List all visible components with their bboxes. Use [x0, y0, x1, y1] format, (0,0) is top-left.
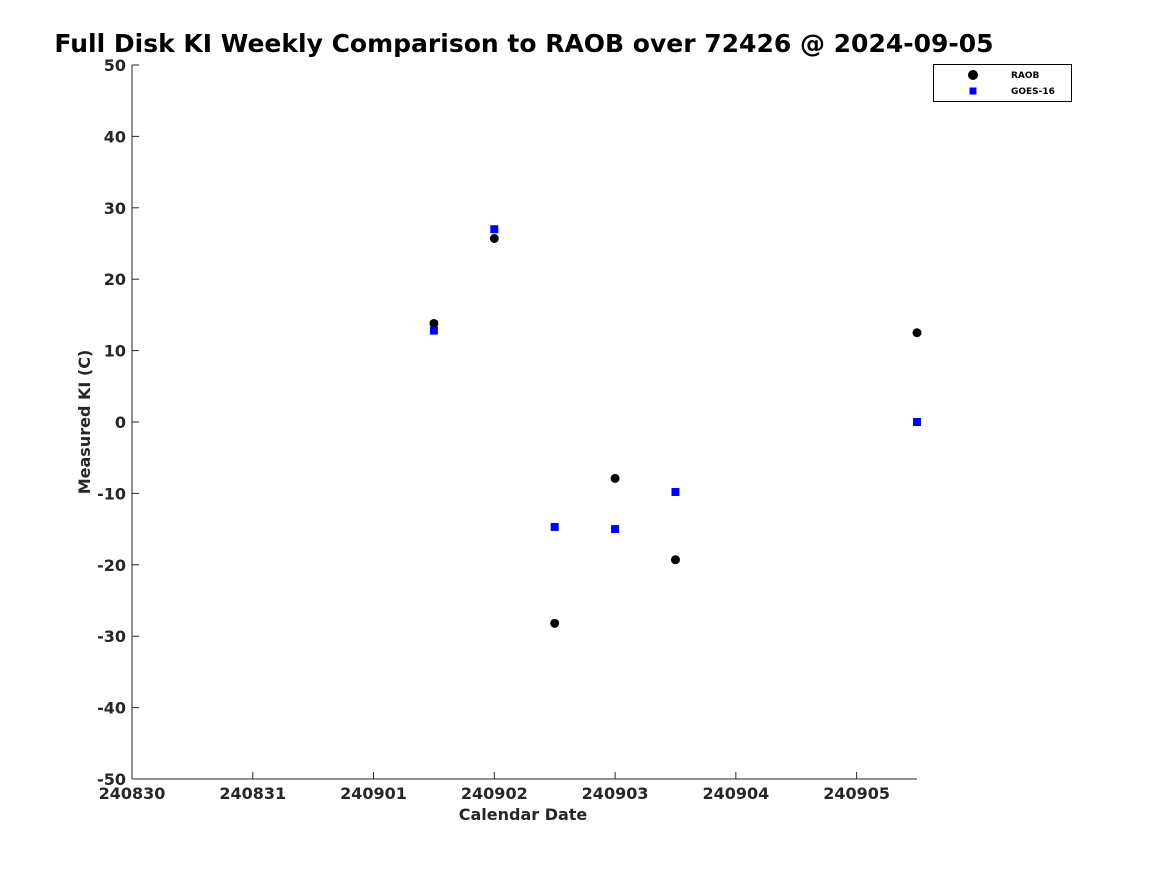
- y-tick-label: -40: [97, 699, 126, 718]
- y-tick-label: 0: [115, 413, 126, 432]
- y-axis-label: Measured KI (C): [75, 350, 94, 495]
- y-tick-label: 50: [104, 56, 126, 75]
- goes-16-point: [611, 525, 620, 534]
- y-tick-label: 10: [104, 342, 126, 361]
- y-tick-label: -50: [97, 770, 126, 789]
- goes-16-point: [550, 522, 559, 531]
- raob-point: [610, 473, 620, 483]
- raob-point: [429, 318, 439, 328]
- goes-16-point: [429, 326, 438, 335]
- goes-16-point: [490, 225, 499, 234]
- data-points: [429, 225, 922, 628]
- y-tick-label: 30: [104, 199, 126, 218]
- goes-16-point: [671, 487, 680, 496]
- y-tick-label: -10: [97, 484, 126, 503]
- x-tick-label: 240901: [340, 784, 407, 803]
- x-tick-label: 240904: [702, 784, 769, 803]
- x-tick-label: 240903: [582, 784, 649, 803]
- raob-point: [489, 234, 499, 244]
- raob-legend-marker: [968, 70, 978, 80]
- raob-legend-label: RAOB: [1011, 71, 1040, 81]
- goes-16-legend-marker: [969, 87, 977, 95]
- y-tick-label: 40: [104, 127, 126, 146]
- legend-box: [933, 64, 1072, 102]
- x-axis-label: Calendar Date: [459, 805, 588, 824]
- y-tick-label: 20: [104, 270, 126, 289]
- goes-16-point: [913, 418, 921, 426]
- y-tick-label: -30: [97, 627, 126, 646]
- raob-point: [550, 618, 560, 628]
- goes-16-legend-label: GOES-16: [1011, 87, 1055, 97]
- raob-point: [912, 328, 922, 338]
- x-tick-label: 240831: [219, 784, 286, 803]
- raob-point: [670, 555, 680, 565]
- x-tick-label: 240902: [461, 784, 528, 803]
- y-tick-label: -20: [97, 556, 126, 575]
- legend: RAOB GOES-16: [933, 64, 1072, 102]
- x-tick-label: 240830: [99, 784, 166, 803]
- x-tick-label: 240905: [823, 784, 890, 803]
- chart-title: Full Disk KI Weekly Comparison to RAOB o…: [54, 29, 993, 58]
